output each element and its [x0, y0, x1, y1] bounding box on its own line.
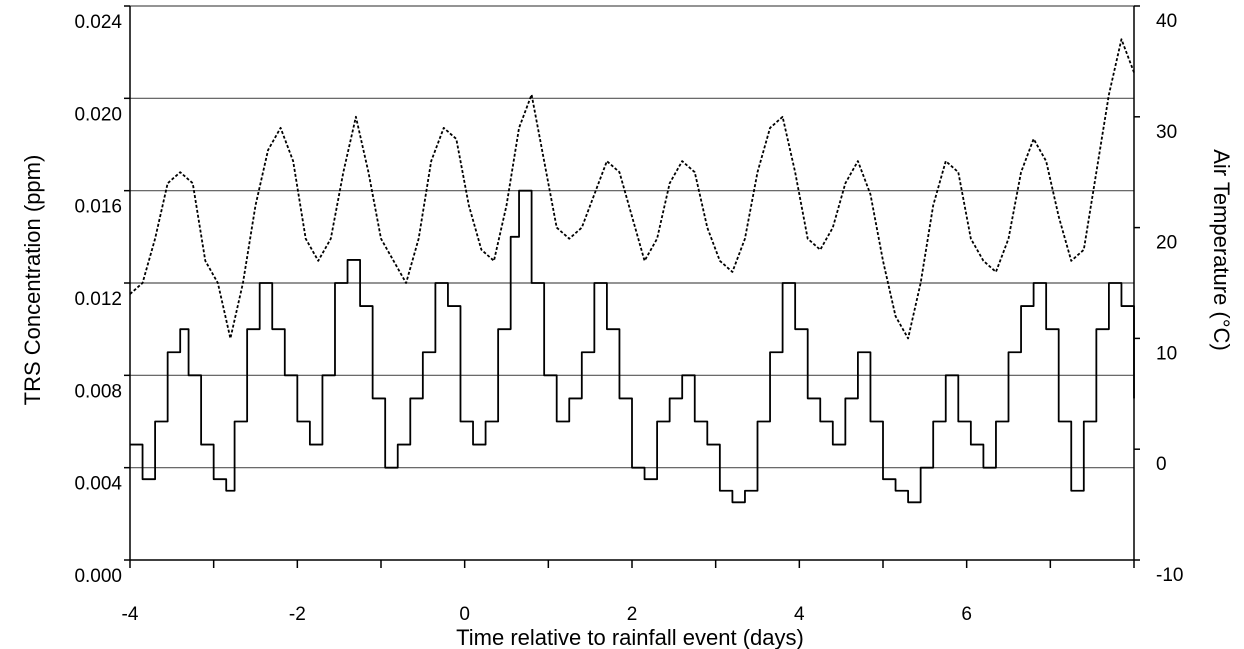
series-group: [129, 38, 1135, 504]
y-tick-label: 0.008: [74, 381, 122, 402]
y2-tick-label: 0: [1156, 454, 1167, 475]
y2-tick-label: 30: [1156, 122, 1177, 143]
y-tick-label: 0.016: [74, 197, 122, 218]
x-tick-label: 0: [459, 604, 470, 625]
y-tick-label: 0.020: [74, 104, 122, 125]
x-tick-label: -4: [122, 604, 139, 625]
tick-labels: -4 -2 0 2 4 6 0.000 0.004 0.008 0.012 0.016 0.020 0.…: [74, 11, 1183, 625]
x-tick-label: 2: [627, 604, 638, 625]
x-axis-title: Time relative to rainfall event (days): [456, 625, 804, 649]
axes: [124, 5, 1140, 568]
air-temperature-line: [129, 38, 1135, 340]
y2-tick-label: 20: [1156, 233, 1177, 254]
y2-tick-label: -10: [1156, 565, 1183, 586]
x-tick-label: -2: [289, 604, 306, 625]
y-tick-label: 0.004: [74, 474, 122, 495]
y2-tick-label: 40: [1156, 11, 1177, 32]
y-tick-label: 0.012: [74, 289, 122, 310]
y2-axis-title: Air Temperature (°C): [1209, 149, 1234, 351]
trs-concentration-line: [130, 189, 1135, 504]
y2-tick-label: 10: [1156, 343, 1177, 364]
x-tick-label: 6: [961, 604, 972, 625]
y-axis-title: TRS Concentration (ppm): [20, 155, 45, 406]
x-tick-label: 4: [794, 604, 805, 625]
y-tick-label: 0.000: [74, 566, 122, 587]
y-tick-label: 0.024: [74, 12, 122, 33]
